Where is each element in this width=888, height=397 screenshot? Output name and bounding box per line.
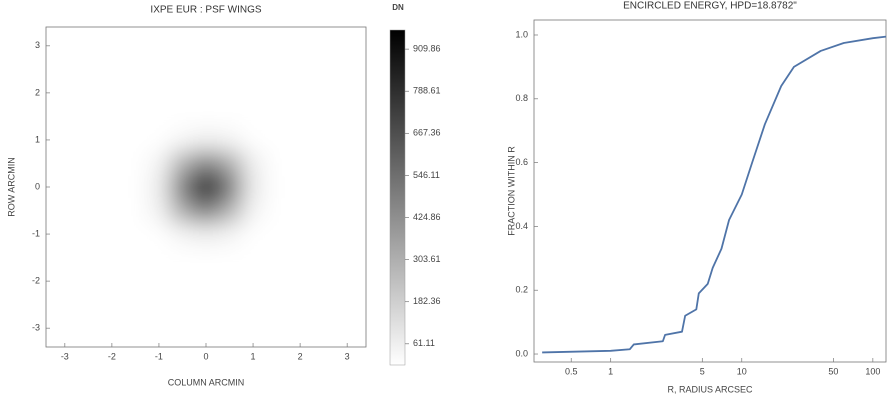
heatmap-cell	[194, 128, 218, 152]
x-tick-label: 3	[345, 351, 350, 361]
heatmap-cell	[265, 105, 289, 129]
colorbar-tick-label: 424.86	[413, 212, 441, 222]
heatmap-cell	[194, 175, 218, 199]
heatmap-cell	[124, 175, 148, 199]
x-axis-label: COLUMN ARCMIN	[168, 377, 245, 387]
x-tick-label: 1	[251, 351, 256, 361]
x-tick-label: 2	[298, 351, 303, 361]
y-tick-label: 0.0	[515, 348, 528, 358]
x-tick-label: 0.5	[565, 366, 578, 376]
heatmap-cell	[147, 175, 171, 199]
x-tick-label: 1	[608, 366, 613, 376]
colorbar-tick-label: 182.36	[413, 296, 441, 306]
y-tick-label: 1.0	[515, 29, 528, 39]
heatmap-cell	[124, 199, 148, 223]
figure: IXPE EUR : PSF WINGS COLUMN ARCMIN ROW A…	[0, 0, 888, 397]
y-tick-label: 0.6	[515, 157, 528, 167]
heatmap-cell	[194, 152, 218, 176]
heatmap-cell	[147, 222, 171, 246]
x-tick-label: 0	[203, 351, 208, 361]
colorbar-label: DN	[392, 3, 404, 12]
heatmap-cell	[124, 152, 148, 176]
y-tick-label: -2	[32, 275, 40, 285]
colorbar-tick-label: 546.11	[413, 170, 440, 180]
x-tick-label: 100	[865, 366, 880, 376]
heatmap-cell	[241, 199, 265, 223]
x-tick-label: -3	[61, 351, 69, 361]
heatmap	[124, 105, 289, 270]
heatmap-cell	[241, 246, 265, 270]
y-tick-label: 0	[35, 181, 40, 191]
heatmap-cell	[124, 128, 148, 152]
heatmap-cell	[147, 152, 171, 176]
heatmap-cell	[171, 199, 195, 223]
heatmap-cell	[241, 152, 265, 176]
colorbar-tick-label: 61.11	[413, 338, 435, 348]
heatmap-cell	[218, 222, 242, 246]
heatmap-cell	[171, 222, 195, 246]
y-tick-label: 0.2	[515, 285, 528, 295]
heatmap-cell	[218, 105, 242, 129]
heatmap-cell	[124, 246, 148, 270]
heatmap-cell	[147, 246, 171, 270]
heatmap-cell	[171, 105, 195, 129]
x-axis-label: R, RADIUS ARCSEC	[667, 384, 753, 394]
heatmap-cell	[265, 222, 289, 246]
line	[542, 37, 886, 353]
heatmap-cell	[218, 199, 242, 223]
y-tick-label: -1	[32, 228, 40, 238]
heatmap-cell	[171, 175, 195, 199]
y-tick-label: 1	[35, 134, 40, 144]
heatmap-cell	[124, 222, 148, 246]
y-tick-label: 3	[35, 40, 40, 50]
y-axis-label: ROW ARCMIN	[6, 157, 16, 217]
heatmap-cell	[218, 128, 242, 152]
heatmap-cell	[171, 128, 195, 152]
x-tick-label: 50	[828, 366, 838, 376]
plot-frame	[534, 20, 886, 362]
heatmap-cell	[265, 128, 289, 152]
heatmap-cell	[194, 246, 218, 270]
heatmap-cell	[194, 105, 218, 129]
y-tick-label: 0.4	[515, 221, 528, 231]
chart-title: ENCIRCLED ENERGY, HPD=18.8782"	[623, 1, 797, 12]
x-tick-label: 5	[700, 366, 705, 376]
chart-title: IXPE EUR : PSF WINGS	[150, 5, 261, 16]
heatmap-cell	[218, 175, 242, 199]
heatmap-cell	[218, 246, 242, 270]
heatmap-cell	[124, 105, 148, 129]
colorbar-tick-label: 667.36	[413, 128, 441, 138]
heatmap-cell	[265, 175, 289, 199]
colorbar-tick-label: 303.61	[413, 254, 441, 264]
heatmap-cell	[241, 105, 265, 129]
x-tick-label: -1	[155, 351, 163, 361]
heatmap-cell	[241, 128, 265, 152]
heatmap-cell	[194, 222, 218, 246]
heatmap-cell	[241, 222, 265, 246]
heatmap-cell	[147, 128, 171, 152]
heatmap-cell	[265, 199, 289, 223]
heatmap-cell	[171, 152, 195, 176]
heatmap-cell	[147, 105, 171, 129]
heatmap-cell	[194, 199, 218, 223]
heatmap-cell	[241, 175, 265, 199]
x-tick-label: 10	[737, 366, 747, 376]
y-tick-label: -3	[32, 323, 40, 333]
x-tick-label: -2	[108, 351, 116, 361]
y-tick-label: 2	[35, 87, 40, 97]
heatmap-cell	[265, 152, 289, 176]
colorbar-tick-label: 788.61	[413, 86, 441, 96]
colorbar-tick-label: 909.86	[413, 44, 441, 54]
heatmap-cell	[218, 152, 242, 176]
heatmap-clip	[124, 105, 289, 270]
heatmap-cell	[171, 246, 195, 270]
colorbar	[390, 30, 405, 365]
y-tick-label: 0.8	[515, 93, 528, 103]
heatmap-cell	[147, 199, 171, 223]
heatmap-cell	[265, 246, 289, 270]
